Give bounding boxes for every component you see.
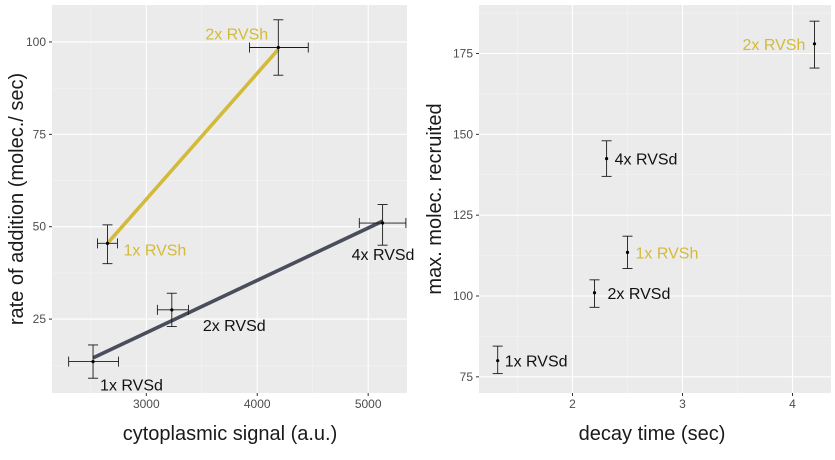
left-point-1x-rvsh: [105, 241, 110, 245]
left-x-axis-title: cytoplasmic signal (a.u.): [123, 423, 338, 445]
left-y-tick-label: 25: [33, 312, 47, 326]
right-x-tick-label: 2: [569, 397, 576, 411]
left-y-tick-label: 50: [33, 220, 47, 234]
right-y-tick-label: 125: [453, 208, 473, 222]
right-y-axis-title: max. molec. recruited: [424, 103, 446, 294]
right-y-tick-label: 100: [453, 289, 473, 303]
right-point-label-2x-rvsh: 2x RVSh: [743, 37, 806, 54]
left-point-4x-rvsd: [380, 221, 385, 225]
right-point-label-1x-rvsh: 1x RVSh: [636, 245, 699, 262]
right-y-tick-label: 75: [460, 370, 474, 384]
right-point-4x-rvsd: [605, 156, 609, 161]
left-x-tick-label: 3000: [133, 397, 160, 411]
left-y-tick-label: 100: [26, 35, 46, 49]
left-point-label-2x-rvsh: 2x RVSh: [205, 26, 268, 43]
left-panel-background: [52, 5, 407, 393]
left-panel: 3000 4000 5000 25 50 75 100 1x RVSd 2x RVSd 4x RV…: [26, 5, 414, 411]
right-point-1x-rvsd: [496, 359, 500, 363]
right-panel: 2 3 4 75 100 125 150 175 1x RVSd 2x RVSd 4x RVSd 1x…: [453, 5, 831, 411]
left-x-tick-label: 5000: [355, 397, 382, 411]
right-y-tick-label: 175: [453, 47, 473, 61]
left-line-rvsh: [106, 48, 280, 245]
left-x-tick-label: 4000: [244, 397, 271, 411]
right-point-label-1x-rvsd: 1x RVSd: [505, 354, 568, 371]
right-x-tick-label: 3: [679, 397, 686, 411]
left-point-label-1x-rvsh: 1x RVSh: [123, 242, 186, 259]
left-y-axis-title: rate of addition (molec./ sec): [6, 73, 28, 325]
right-y-tick-label: 150: [453, 127, 473, 141]
left-point-label-4x-rvsd: 4x RVSd: [352, 247, 415, 264]
left-point-2x-rvsd: [170, 308, 174, 312]
right-point-label-2x-rvsd: 2x RVSd: [608, 286, 671, 303]
left-point-1x-rvsd: [91, 359, 95, 364]
right-point-1x-rvsh: [625, 250, 630, 254]
right-point-2x-rvsh: [812, 42, 817, 46]
left-point-label-1x-rvsd: 1x RVSd: [100, 378, 163, 395]
right-x-axis-title: decay time (sec): [579, 423, 726, 445]
left-point-label-2x-rvsd: 2x RVSd: [203, 318, 266, 335]
right-panel-background: [479, 5, 831, 393]
left-y-tick-label: 75: [33, 127, 47, 141]
left-line-rvsd: [92, 219, 384, 360]
right-x-tick-label: 4: [789, 397, 796, 411]
left-point-2x-rvsh: [276, 45, 280, 50]
right-point-label-4x-rvsd: 4x RVSd: [615, 152, 678, 169]
right-point-2x-rvsd: [592, 291, 597, 295]
